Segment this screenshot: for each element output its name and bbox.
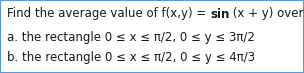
Text: a. the rectangle 0 ≤ x ≤ π/2, 0 ≤ y ≤ 3π/2: a. the rectangle 0 ≤ x ≤ π/2, 0 ≤ y ≤ 3π… bbox=[7, 31, 255, 44]
Text: b. the rectangle 0 ≤ x ≤ π/2, 0 ≤ y ≤ 4π/3: b. the rectangle 0 ≤ x ≤ π/2, 0 ≤ y ≤ 4π… bbox=[7, 51, 255, 64]
Text: Find the average value of f(x,y) =: Find the average value of f(x,y) = bbox=[7, 8, 210, 21]
Text: (x + y) over: (x + y) over bbox=[230, 8, 304, 21]
Text: sin: sin bbox=[210, 8, 230, 21]
